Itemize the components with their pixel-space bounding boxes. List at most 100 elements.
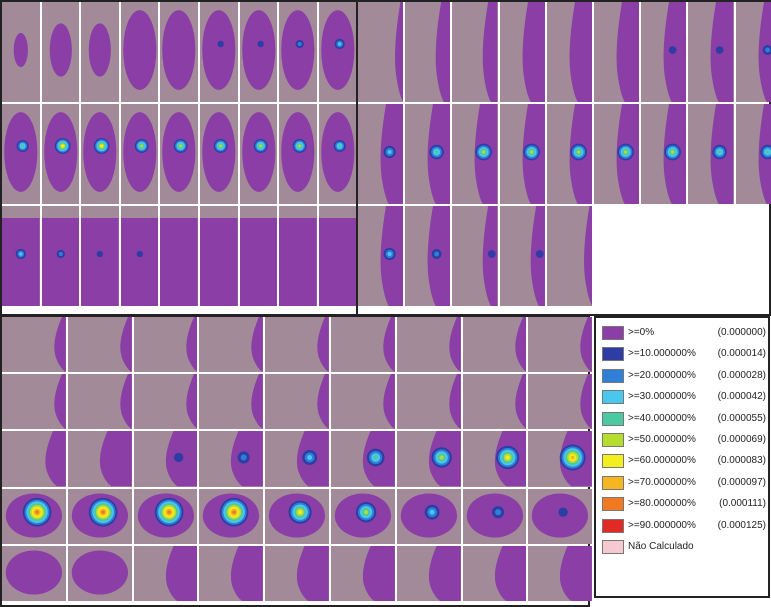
- dose-map-tile: [735, 104, 771, 204]
- dose-map-tile: [279, 2, 317, 102]
- legend-item: >=30.000000% (0.000042): [602, 389, 766, 405]
- dose-map-tile: [2, 488, 66, 544]
- dose-map-tile: [641, 2, 687, 102]
- legend-value: (0.000055): [717, 412, 766, 424]
- dose-map-tile: [239, 2, 278, 102]
- legend-label: >=70.000000%: [628, 476, 696, 488]
- dose-map-tile: [265, 317, 329, 373]
- legend-label: >=20.000000%: [628, 369, 696, 381]
- legend-item: >=60.000000% (0.000083): [602, 453, 766, 469]
- dose-map-tile: [462, 374, 527, 430]
- dose-map-tile: [2, 431, 66, 487]
- dose-map-tile: [331, 431, 395, 487]
- dose-map-tile: [67, 317, 132, 373]
- legend-swatch: [602, 390, 624, 405]
- dose-map-tile: [546, 206, 592, 306]
- dose-map-tile: [265, 374, 329, 430]
- legend-item: >=80.000000% (0.000111): [602, 496, 766, 512]
- legend-swatch: [602, 540, 624, 554]
- legend-label: >=30.000000%: [628, 391, 696, 403]
- dose-map-tile: [405, 104, 451, 204]
- legend-label: >=40.000000%: [628, 412, 696, 424]
- dose-map-tile: [265, 488, 329, 544]
- dose-map-tile: [405, 206, 451, 306]
- legend-label: >=60.000000%: [628, 455, 696, 467]
- dose-map-tile: [41, 206, 80, 306]
- dose-map-tile: [120, 104, 159, 204]
- dose-map-tile: [318, 104, 357, 204]
- dose-map-tile: [133, 545, 198, 601]
- dose-map-tile: [462, 488, 527, 544]
- dose-map-tile: [120, 206, 159, 306]
- legend-swatch: [602, 518, 624, 533]
- legend-value: (0.000125): [717, 519, 766, 531]
- dose-map-tile: [199, 431, 264, 487]
- dose-map-tile: [2, 206, 40, 306]
- legend-swatch: [602, 368, 624, 383]
- dose-map-tile: [528, 431, 593, 487]
- dose-map-tile: [405, 2, 451, 102]
- dose-map-tile: [133, 431, 198, 487]
- dose-map-tile: [81, 104, 119, 204]
- dose-map-tile: [2, 2, 40, 102]
- dose-map-tile: [279, 206, 317, 306]
- dose-map-tile: [41, 2, 80, 102]
- legend-swatch: [602, 497, 624, 512]
- dose-map-tile: [452, 104, 498, 204]
- dose-map-tile: [120, 2, 159, 102]
- dose-map-tile: [200, 2, 238, 102]
- legend-swatch: [602, 433, 624, 447]
- dose-map-tile: [396, 374, 461, 430]
- legend-item: >=70.000000% (0.000097): [602, 475, 766, 491]
- dose-map-tile: [396, 488, 461, 544]
- legend-swatch: [602, 411, 624, 426]
- dose-map-tile: [67, 431, 132, 487]
- legend-item: >=20.000000% (0.000028): [602, 368, 766, 384]
- dose-map-tile: [318, 2, 357, 102]
- dose-map-tile: [2, 317, 66, 373]
- legend-item: >=40.000000% (0.000055): [602, 411, 766, 427]
- legend-item: >=10.000000% (0.000014): [602, 346, 766, 362]
- dose-map-tile: [160, 104, 198, 204]
- dose-map-tile: [331, 545, 395, 601]
- dose-map-tile: [358, 206, 404, 306]
- dose-legend: >=0% (0.000000) >=10.000000% (0.000014) >=20…: [594, 316, 770, 598]
- dose-map-tile: [160, 206, 198, 306]
- legend-item: >=50.000000% (0.000069): [602, 432, 766, 448]
- dose-map-tile: [199, 488, 264, 544]
- dose-map-tile: [688, 104, 734, 204]
- dose-map-tile: [2, 545, 66, 601]
- dose-map-tile: [462, 431, 527, 487]
- dose-map-tile: [2, 104, 40, 204]
- legend-value: (0.000042): [717, 391, 766, 403]
- legend-swatch: [602, 454, 624, 469]
- dose-map-tile: [331, 317, 395, 373]
- dose-map-tile: [199, 545, 264, 601]
- dose-map-tile: [499, 104, 545, 204]
- legend-value: (0.000083): [717, 455, 766, 467]
- dose-map-tile: [452, 2, 498, 102]
- dose-map-tile: [2, 374, 66, 430]
- dose-map-tile: [528, 374, 593, 430]
- legend-swatch: [602, 475, 624, 490]
- dose-map-tile: [528, 545, 593, 601]
- dose-map-tile: [331, 488, 395, 544]
- legend-swatch: [602, 347, 624, 362]
- dose-map-tile: [67, 374, 132, 430]
- legend-item: >=0% (0.000000): [602, 325, 766, 341]
- dose-map-tile: [239, 206, 278, 306]
- dose-map-tile: [396, 317, 461, 373]
- dose-map-tile: [239, 104, 278, 204]
- dose-map-tile: [200, 104, 238, 204]
- legend-label: >=10.000000%: [628, 348, 696, 360]
- legend-value: (0.000097): [717, 476, 766, 488]
- legend-swatch: [602, 326, 624, 340]
- legend-value: (0.000069): [717, 434, 766, 445]
- legend-label: >=80.000000%: [628, 498, 696, 510]
- dose-map-tile: [546, 2, 592, 102]
- legend-label: >=90.000000%: [628, 519, 696, 531]
- dose-map-tile: [462, 545, 527, 601]
- dose-map-tile: [331, 374, 395, 430]
- dose-map-tile: [688, 2, 734, 102]
- dose-map-tile: [499, 2, 545, 102]
